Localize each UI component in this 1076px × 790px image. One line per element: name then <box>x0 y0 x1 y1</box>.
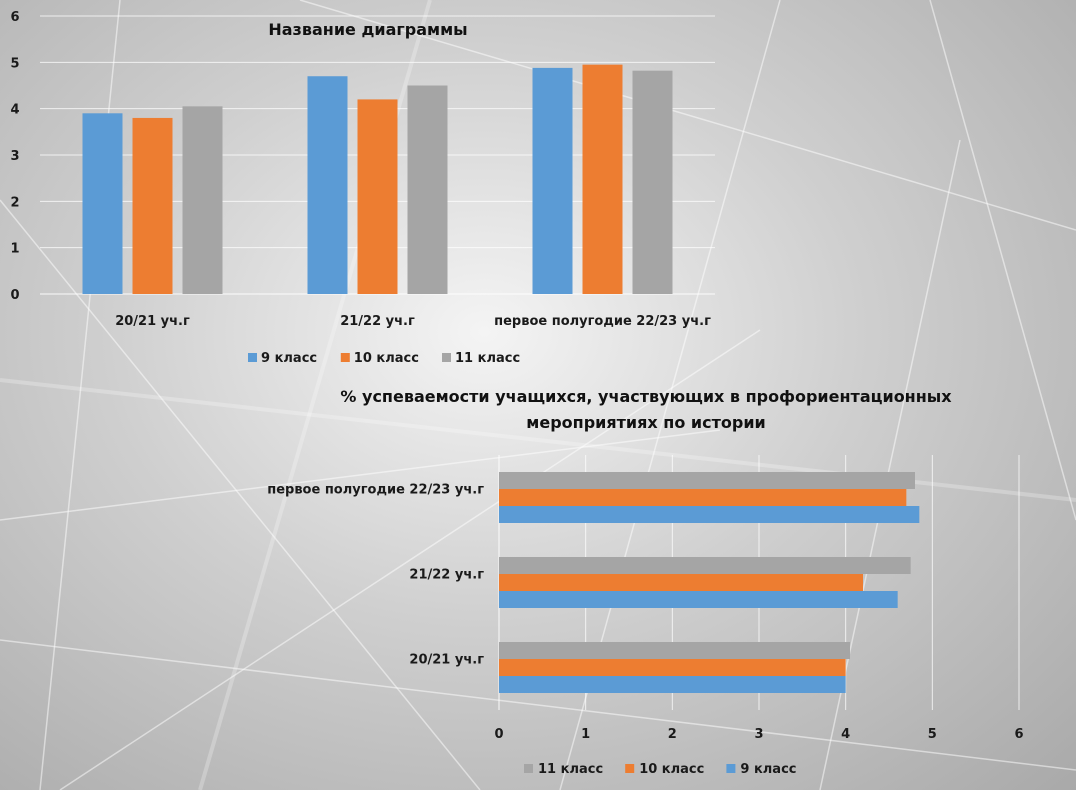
legend-label: 10 класс <box>639 762 704 777</box>
y-category-label: 20/21 уч.г <box>409 653 484 668</box>
bar <box>499 506 920 523</box>
bar <box>499 574 863 591</box>
bar <box>499 591 898 608</box>
y-tick-label: 0 <box>10 288 19 303</box>
legend-label: 11 класс <box>538 762 603 777</box>
bar <box>182 106 223 294</box>
bar <box>407 85 448 294</box>
legend-swatch <box>726 764 736 773</box>
bar <box>307 76 348 294</box>
legend-swatch <box>442 353 451 362</box>
y-tick-label: 2 <box>10 195 19 210</box>
y-category-label: первое полугодие 22/23 уч.г <box>267 483 484 498</box>
bar <box>499 659 846 676</box>
x-tick-label: 3 <box>754 727 763 742</box>
x-category-label: первое полугодие 22/23 уч.г <box>494 314 711 329</box>
chart1-x-labels: 20/21 уч.г 21/22 уч.г первое полугодие 22/… <box>115 314 711 329</box>
chart2-title-line-1: % успеваемости учащихся, участвующих в п… <box>340 387 952 406</box>
x-category-label: 20/21 уч.г <box>115 314 190 329</box>
y-tick-label: 1 <box>10 242 19 257</box>
chart2-x-ticks: 0 1 2 3 4 5 6 <box>494 727 1023 742</box>
bar <box>499 676 846 693</box>
x-tick-label: 2 <box>668 727 677 742</box>
bar <box>499 557 911 574</box>
bar <box>532 67 573 294</box>
bar <box>632 70 673 294</box>
bar <box>82 113 123 294</box>
legend-swatch <box>248 353 257 362</box>
legend-label: 11 класс <box>455 351 520 366</box>
legend-label: 9 класс <box>740 762 796 777</box>
y-category-label: 21/22 уч.г <box>409 568 484 583</box>
chart2-title-line-2: мероприятиях по истории <box>526 413 765 432</box>
bar <box>582 64 623 295</box>
bar <box>499 642 850 659</box>
bar <box>357 99 398 295</box>
x-tick-label: 1 <box>581 727 590 742</box>
chart2-bars <box>499 472 920 693</box>
bar <box>132 117 173 294</box>
legend-swatch <box>340 353 350 362</box>
legend-swatch <box>524 764 533 773</box>
y-tick-label: 4 <box>10 103 19 118</box>
y-tick-label: 6 <box>10 10 19 25</box>
chart1-title: Название диаграммы <box>268 20 467 39</box>
legend-label: 9 класс <box>261 351 317 366</box>
legend-label: 10 класс <box>354 351 419 366</box>
bar <box>499 489 907 506</box>
chart1-legend: 9 класс 10 класс 11 класс <box>248 351 520 366</box>
chart2-y-labels: 20/21 уч.г 21/22 уч.г первое полугодие 22/… <box>267 483 484 668</box>
legend-swatch <box>625 764 635 773</box>
chart1-bars <box>82 64 673 295</box>
x-category-label: 21/22 уч.г <box>340 314 415 329</box>
x-tick-label: 6 <box>1014 727 1023 742</box>
chart1-y-ticks: 0 1 2 3 4 5 6 <box>10 10 19 303</box>
x-tick-label: 0 <box>494 727 503 742</box>
y-tick-label: 3 <box>10 149 19 164</box>
x-tick-label: 5 <box>928 727 937 742</box>
bar <box>499 472 915 489</box>
x-tick-label: 4 <box>841 727 850 742</box>
chart2-legend: 11 класс 10 класс 9 класс <box>524 762 797 777</box>
y-tick-label: 5 <box>10 56 19 71</box>
